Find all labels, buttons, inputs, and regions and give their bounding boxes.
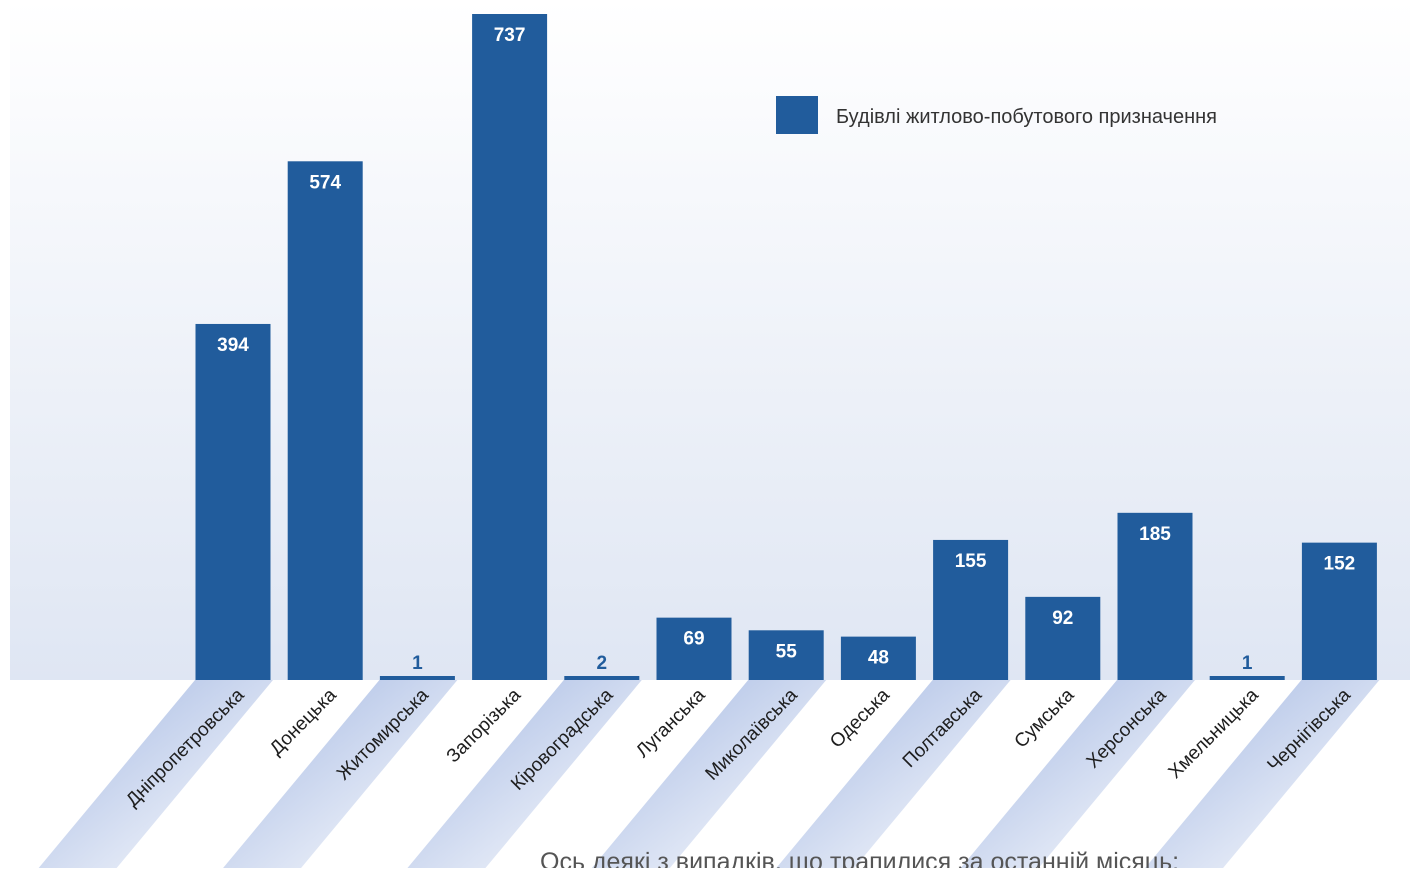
data-label: 92 xyxy=(1052,608,1073,629)
bar xyxy=(196,324,271,680)
data-label: 574 xyxy=(309,172,341,193)
bar xyxy=(380,676,455,680)
data-label: 394 xyxy=(217,335,249,356)
bar xyxy=(1210,676,1285,680)
data-label: 55 xyxy=(776,641,798,662)
data-label: 2 xyxy=(597,653,608,674)
bar xyxy=(472,14,547,680)
bar xyxy=(564,676,639,680)
data-label: 69 xyxy=(683,629,704,650)
data-label: 155 xyxy=(955,551,987,572)
data-label: 185 xyxy=(1139,524,1171,545)
data-label: 1 xyxy=(1242,653,1253,674)
data-label: 48 xyxy=(868,648,889,669)
caption-text: Ось деякі з випадків, що трапилися за ос… xyxy=(540,848,1179,868)
data-label: 737 xyxy=(494,25,526,46)
data-label: 1 xyxy=(412,653,423,674)
legend-label: Будівлі житлово-побутового призначення xyxy=(836,106,1217,128)
bar xyxy=(288,161,363,680)
data-label: 152 xyxy=(1324,554,1356,575)
legend-swatch xyxy=(776,96,818,134)
